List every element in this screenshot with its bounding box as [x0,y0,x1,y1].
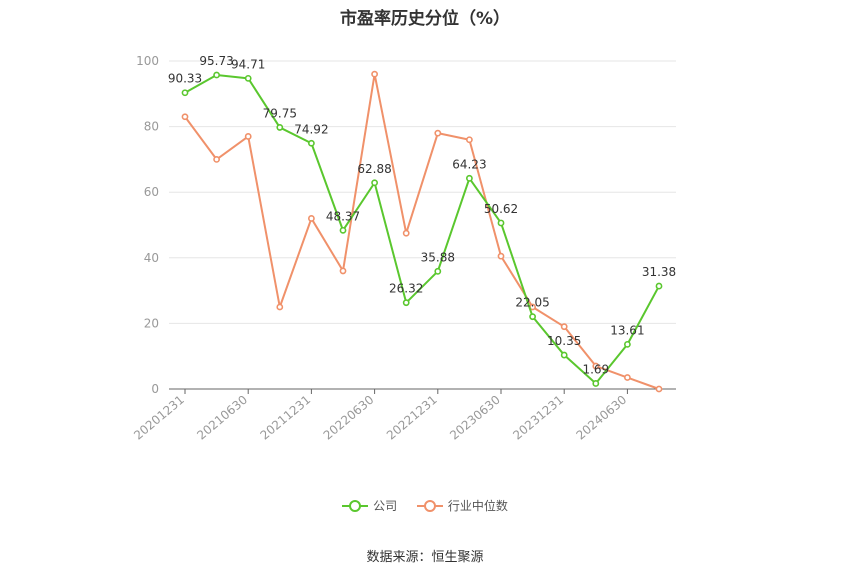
data-label: 31.38 [642,265,676,279]
company-point [529,313,536,321]
chart-title: 市盈率历史分位（%） [339,9,511,29]
x-tick-label: 20220630 [321,393,377,443]
data-label: 64.23 [452,157,486,171]
data-label: 62.88 [357,162,391,176]
industry-median-point [244,133,252,140]
company-point [181,89,189,97]
data-label: 90.33 [168,72,202,86]
company-point [434,267,442,275]
y-tick-label: 20 [144,316,159,330]
data-label: 35.88 [421,250,455,264]
company-line [184,74,660,385]
x-tick-label: 20240630 [574,393,630,443]
company-point [402,299,410,307]
y-tick-label: 60 [144,185,159,199]
data-label: 22.05 [515,296,549,310]
company-point [624,340,631,348]
legend-label-industry-median: 行业中位数 [447,499,508,513]
y-axis: 0 20 40 60 80 100 [136,54,159,396]
industry-median-point [213,155,220,163]
company-point [307,139,315,147]
industry-median-point [307,215,315,222]
company-point [244,74,252,82]
data-label: 95.73 [199,54,233,68]
x-tick-label: 20210630 [194,393,250,443]
company-point [371,179,378,187]
company-point [213,71,220,79]
data-label: 50.62 [484,202,518,216]
industry-median-point [402,229,410,237]
x-tick-label: 20231231 [510,393,566,443]
industry-median-point [655,385,663,393]
industry-median-point [276,303,284,311]
y-tick-label: 80 [144,120,159,134]
data-label: 94.71 [231,57,265,71]
y-tick-label: 100 [136,54,159,68]
x-tick-label: 20221231 [384,393,440,443]
industry-median-point [339,267,347,275]
company-point [465,174,473,182]
series-layer [181,70,663,393]
industry-median-point [465,136,473,144]
x-tick-label: 20230630 [447,393,503,443]
industry-median-point [371,70,378,78]
x-tick-label: 20201231 [131,393,187,443]
industry-median-line [184,73,660,390]
company-point [592,380,600,387]
company-point [560,351,568,359]
data-label: 26.32 [389,282,423,296]
company-point [497,219,505,227]
x-tick-label: 20211231 [258,393,314,443]
data-label: 1.69 [582,362,609,376]
data-label: 48.37 [326,209,360,223]
data-label: 79.75 [263,106,297,120]
y-tick-label: 0 [151,382,159,396]
industry-median-point [560,323,568,331]
company-point [339,226,347,234]
data-label: 74.92 [294,122,328,136]
legend-line-icon [342,499,369,513]
data-label: 13.61 [610,323,644,337]
industry-median-point [434,129,442,137]
data-source: 数据来源：恒生聚源 [366,550,484,565]
legend-item-industry-median[interactable]: 行业中位数 [416,497,508,514]
industry-median-point [497,252,505,260]
legend: 公司 行业中位数 [0,497,850,516]
legend-line-icon [416,499,443,513]
legend-item-company[interactable]: 公司 [342,497,397,514]
data-label: 10.35 [547,334,581,348]
company-point [276,124,284,131]
industry-median-point [624,374,631,381]
y-tick-label: 40 [144,251,159,265]
company-point [655,282,663,290]
x-axis: 20201231 20210630 20211231 20220630 20221231… [131,388,676,443]
industry-median-point [592,362,600,370]
grid-lines [169,60,676,324]
industry-median-point [181,113,189,121]
legend-label-company: 公司 [373,499,398,513]
